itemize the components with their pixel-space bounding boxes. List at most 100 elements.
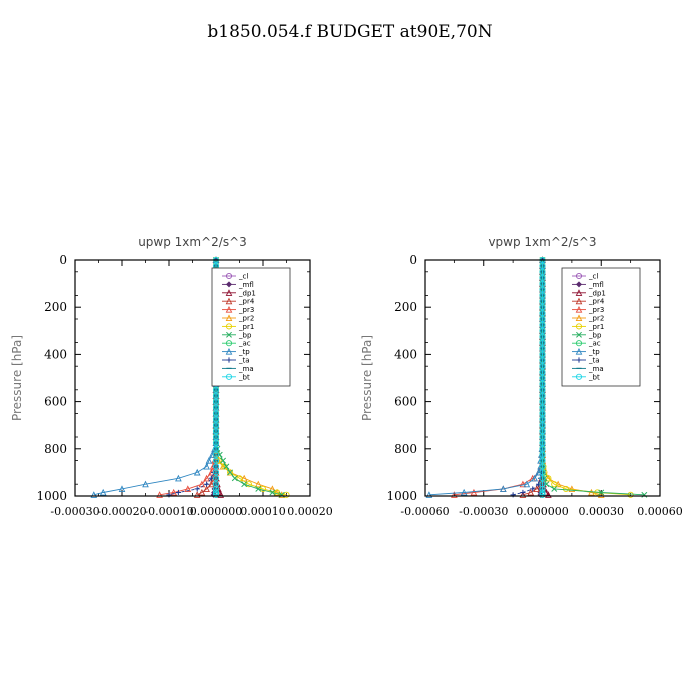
legend-marker: [225, 323, 233, 330]
data-point: [539, 339, 546, 346]
data-point: [212, 463, 220, 470]
data-point: [255, 485, 262, 492]
y-tick-label: 600: [44, 395, 67, 409]
data-point: [283, 491, 290, 498]
data-point: [539, 457, 546, 464]
data-point: [539, 451, 546, 458]
y-tick-label: 600: [394, 395, 417, 409]
legend-label: _bp: [238, 331, 252, 339]
legend-box: [561, 267, 641, 387]
x-tick-label: -0.00030: [50, 505, 99, 518]
data-point: [539, 491, 546, 498]
data-point: [519, 480, 527, 488]
legend-marker: [226, 357, 232, 363]
data-point: [212, 398, 220, 405]
data-point: [212, 469, 220, 476]
legend-box: [211, 267, 291, 387]
y-tick-label: 1000: [36, 489, 67, 503]
data-point: [520, 489, 526, 496]
y-tick-label: 400: [44, 347, 67, 361]
data-point: [212, 491, 220, 498]
plot-frame: [424, 259, 661, 497]
data-point: [500, 485, 507, 492]
data-point: [212, 416, 220, 423]
data-point: [223, 463, 230, 470]
data-point: [539, 280, 546, 287]
legend-label: _dp1: [588, 289, 606, 297]
data-point: [539, 422, 546, 429]
legend: _cl_mfl_dp1_pr4_pr3_pr2_pr1_bp_ac_tp_ta_…: [561, 267, 641, 387]
data-point: [212, 410, 220, 417]
panel-1: upwp 1xm^2/s^3 Pressure [hPa] 0 200 400 600 80…: [10, 235, 333, 518]
data-point: [539, 327, 546, 334]
figure-title: b1850.054.f BUDGET at90E,70N: [207, 22, 493, 42]
x-tick-label: 0.00010: [240, 505, 286, 518]
data-point: [539, 433, 546, 441]
data-point: [212, 433, 220, 441]
series_tp: [425, 256, 546, 498]
data-point: [539, 345, 546, 352]
data-point: [539, 445, 546, 452]
data-point: [193, 491, 201, 498]
data-point: [539, 310, 546, 317]
legend-marker: [575, 314, 583, 322]
data-point: [519, 491, 527, 498]
legend-marker: [575, 305, 583, 313]
plot-frame: [74, 259, 311, 497]
data-point: [184, 485, 192, 492]
data-point: [231, 475, 238, 482]
data-point: [539, 463, 546, 470]
data-point: [531, 474, 538, 482]
data-point: [551, 481, 558, 488]
data-point: [588, 488, 595, 496]
data-point: [539, 357, 546, 364]
series-line: [428, 260, 543, 496]
series_pr3: [156, 256, 220, 498]
legend-label: _tp: [238, 348, 250, 356]
legend-marker: [225, 289, 233, 296]
data-point: [527, 488, 535, 496]
legend-marker: [225, 347, 233, 355]
data-point: [533, 485, 540, 492]
data-point: [156, 491, 163, 498]
data-point: [241, 481, 248, 488]
legend-label: _pr1: [588, 323, 604, 331]
legend-label: _ma: [588, 365, 604, 373]
data-point: [212, 392, 220, 399]
data-point: [212, 485, 220, 492]
series-line: [168, 260, 217, 496]
data-point: [269, 489, 276, 496]
data-point: [598, 489, 605, 496]
legend-marker: [225, 340, 233, 347]
legend-label: _tp: [588, 348, 600, 356]
data-point: [539, 439, 546, 446]
legend-marker: [225, 297, 233, 305]
data-point: [551, 485, 558, 492]
series-line: [512, 260, 543, 496]
data-point: [539, 351, 546, 358]
legend-marker: [225, 281, 233, 288]
data-point: [198, 488, 206, 496]
legend-marker: [225, 314, 233, 322]
data-point: [203, 474, 210, 482]
data-point: [539, 386, 546, 393]
data-point: [539, 380, 546, 387]
data-point: [194, 486, 200, 492]
data-point: [539, 321, 546, 328]
data-point: [539, 274, 546, 281]
data-point: [207, 480, 215, 488]
data-point: [539, 485, 546, 492]
y-axis-label: Pressure [hPa]: [360, 335, 374, 421]
data-point: [627, 491, 634, 498]
data-point: [545, 491, 552, 498]
legend-marker: [575, 323, 583, 330]
data-point: [460, 488, 468, 496]
y-tick-label: 400: [394, 347, 417, 361]
data-point: [470, 488, 478, 496]
legend-marker: [225, 373, 233, 380]
data-point: [539, 315, 546, 323]
legend-marker: [576, 357, 582, 363]
legend-marker: [575, 272, 583, 280]
legend-label: _pr1: [238, 323, 254, 331]
data-point: [539, 374, 546, 382]
